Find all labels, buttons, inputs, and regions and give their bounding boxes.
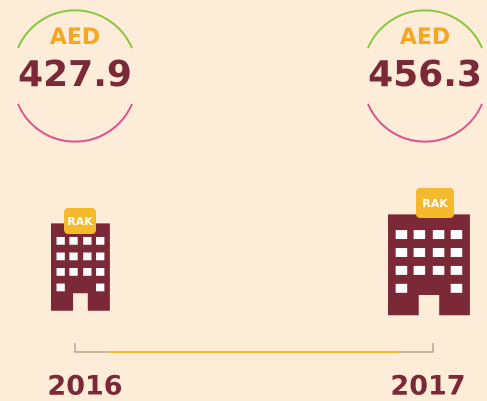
arc-bottom xyxy=(367,103,483,143)
arc-bottom xyxy=(17,103,133,143)
badge-bg xyxy=(416,188,454,218)
arc-top xyxy=(17,9,133,49)
arc-top xyxy=(367,9,483,49)
value: 456.3 xyxy=(368,54,482,95)
badge: RAK xyxy=(422,197,448,210)
year: 2016 xyxy=(47,371,122,401)
value: 427.9 xyxy=(18,54,132,95)
currency: AED xyxy=(50,25,100,50)
currency: AED xyxy=(400,25,450,50)
badge-bg xyxy=(64,208,96,234)
year: 2017 xyxy=(390,371,465,401)
badge: RAK xyxy=(67,215,93,228)
